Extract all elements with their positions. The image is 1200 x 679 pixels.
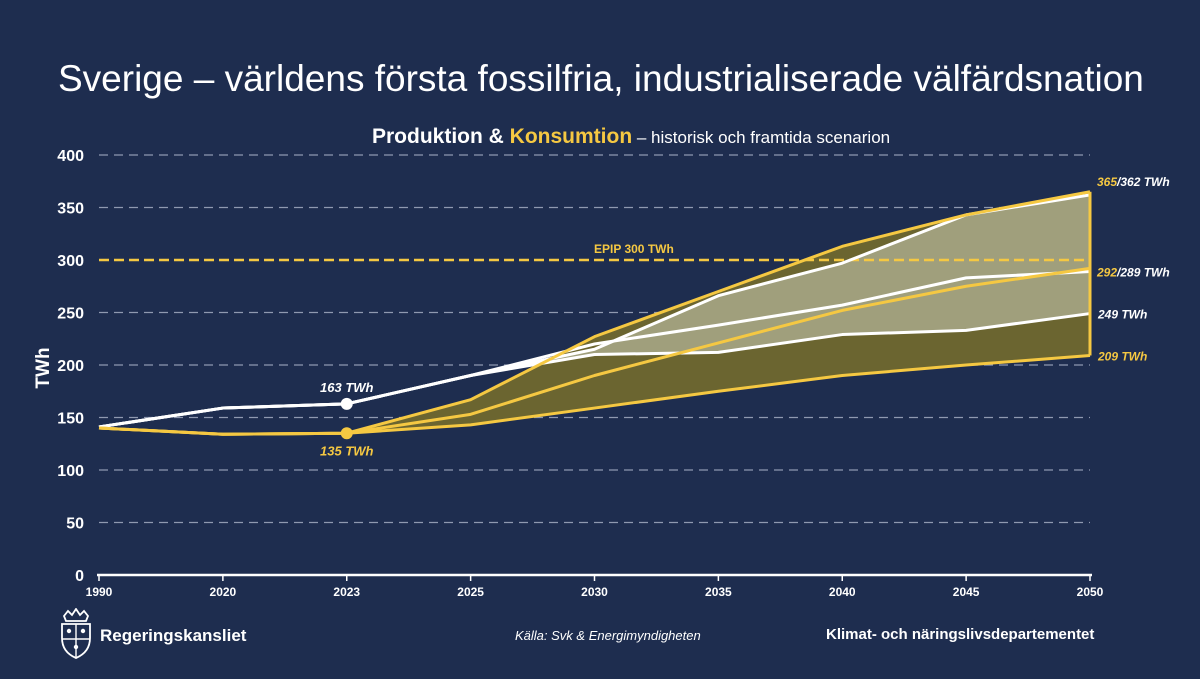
area-layer — [346, 191, 1090, 434]
series-line-produktion-låg — [98, 312, 1091, 429]
end-label-low-consumption: 209 TWh — [1097, 350, 1147, 364]
x-tick-label: 2045 — [953, 585, 980, 599]
end-label-mid-consumption: 292 — [1096, 266, 1117, 280]
label-layer: 163 TWh 135 TWh 365/362 TWh 292/289 TWh 249 … — [320, 175, 1170, 459]
marker-label-production: 163 TWh — [320, 380, 374, 395]
axis-layer: 0 50 100 150 200 250 300 350 400 TWh 1990 2020 2023 2… — [33, 148, 1104, 599]
x-tick-label: 2050 — [1077, 585, 1104, 599]
end-label-mid-production: /289 TWh — [1116, 266, 1170, 280]
subtitle-consumption: Konsumtion — [509, 125, 633, 148]
reference-layer: EPIP 300 TWh — [99, 242, 1090, 262]
y-tick-label: 150 — [57, 411, 84, 428]
line-layer — [98, 190, 1092, 440]
end-label-mid: 292/289 TWh — [1096, 266, 1170, 280]
x-tick-label: 2035 — [705, 585, 732, 599]
y-tick-label: 350 — [57, 201, 84, 218]
series-line-konsumtion-låg — [98, 354, 1091, 436]
chart-subtitle: Produktion & Konsumtion – historisk och … — [372, 125, 890, 149]
marker-production — [340, 397, 353, 410]
logo-text: Regeringskansliet — [100, 626, 247, 645]
y-axis-label: TWh — [33, 347, 54, 388]
y-tick-label: 100 — [57, 463, 84, 480]
end-label-top: 365/362 TWh — [1097, 175, 1170, 189]
x-tick-label: 2023 — [333, 585, 360, 599]
department-name: Klimat- och näringslivsdepartementet — [826, 626, 1095, 643]
end-label-low-production: 249 TWh — [1097, 308, 1147, 322]
x-tick-label: 2020 — [210, 585, 237, 599]
subtitle-production: Produktion & — [372, 125, 510, 148]
page-title: Sverige – världens första fossilfria, in… — [58, 58, 1144, 99]
y-tick-label: 50 — [66, 516, 84, 533]
end-label-top-production: /362 TWh — [1116, 175, 1170, 189]
source-note: Källa: Svk & Energimyndigheten — [515, 628, 701, 643]
x-tick-label: 2025 — [457, 585, 484, 599]
end-label-top-consumption: 365 — [1097, 175, 1117, 189]
marker-consumption — [340, 427, 353, 440]
y-tick-label: 300 — [57, 253, 84, 270]
x-tick-label: 1990 — [86, 585, 113, 599]
epip-reference-label: EPIP 300 TWh — [594, 242, 674, 256]
y-tick-label: 250 — [57, 306, 84, 323]
y-tick-label: 0 — [75, 568, 84, 585]
crown-emblem-icon — [61, 608, 91, 659]
subtitle-description: – historisk och framtida scenarion — [632, 128, 891, 147]
y-tick-label: 400 — [57, 148, 84, 165]
y-tick-label: 200 — [57, 358, 84, 375]
x-tick-label: 2040 — [829, 585, 856, 599]
marker-label-consumption: 135 TWh — [320, 443, 374, 458]
x-tick-label: 2030 — [581, 585, 608, 599]
